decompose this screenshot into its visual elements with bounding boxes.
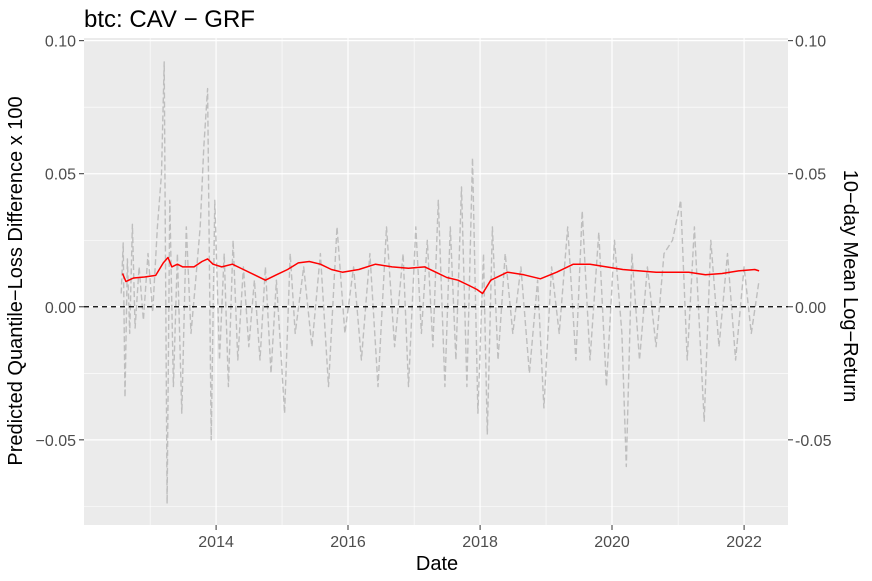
x-tick-label: 2016 [330,534,366,551]
x-tick-label: 2014 [198,534,234,551]
x-tick-label: 2018 [462,534,498,551]
y-tick-label-right: 0.05 [795,167,826,184]
series-line-red [121,256,760,295]
y-tick-label-left: 0.05 [45,167,76,184]
x-tick-label: 2020 [594,534,630,551]
y-tick-label-right: 0.10 [795,34,826,51]
y-axis-title-left: Predicted Quantile−Loss Difference x 100 [5,96,27,465]
y-tick-label-left: 0.10 [45,34,76,51]
x-axis-title: Date [416,553,458,575]
x-tick-label: 2022 [726,534,762,551]
y-tick-label-right: -0.05 [795,433,832,450]
y-axis-title-right: 10−day Mean Log−Return [839,170,861,402]
y-tick-label-left: 0.00 [45,300,76,317]
y-tick-label-right: 0.00 [795,300,826,317]
y-tick-label-left: −0.05 [36,433,77,450]
chart-title: btc: CAV − GRF [84,6,255,33]
